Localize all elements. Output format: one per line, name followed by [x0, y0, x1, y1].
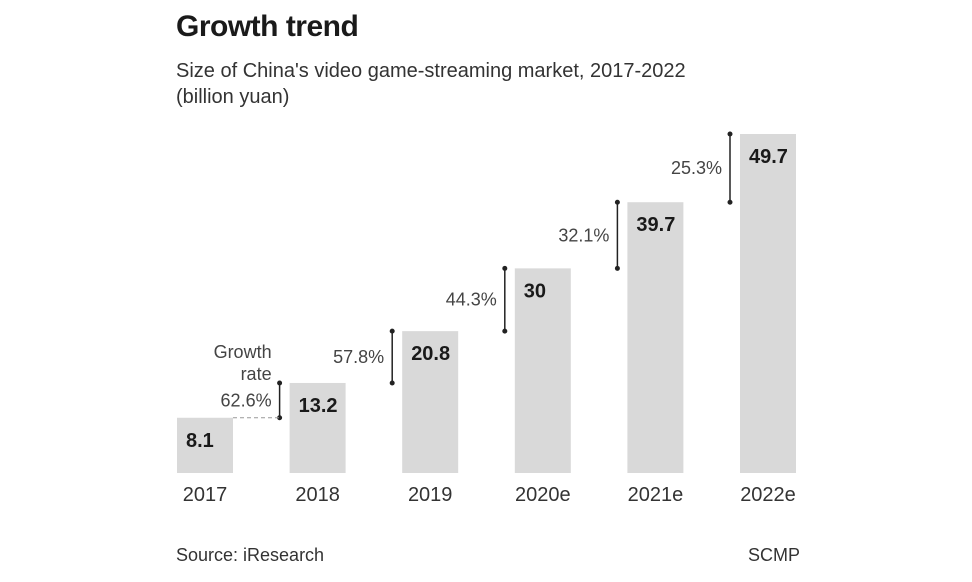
growth-rate-2022e: 25.3%: [671, 158, 722, 178]
growth-bracket-top-2022e: [727, 131, 733, 137]
credit-note: SCMP: [747, 545, 800, 565]
value-label-2017: 8.1: [186, 430, 214, 452]
growth-rate-2018: 62.6%: [221, 390, 272, 410]
value-label-2019: 20.8: [411, 343, 450, 365]
growth-bracket-bottom-2019: [389, 380, 395, 386]
growth-bracket-top-2021e: [614, 199, 620, 205]
bar-2017: [177, 417, 233, 473]
bar-2022e: [740, 134, 796, 473]
growth-bracket-bottom-2021e: [614, 265, 620, 271]
growth-bracket-bottom-2020e: [502, 328, 508, 334]
growth-bracket-top-2019: [389, 328, 395, 334]
growth-bracket-top-2018: [277, 380, 283, 386]
growth-rate-2021e: 32.1%: [558, 225, 609, 245]
subtitle-line-2: (billion yuan): [176, 86, 290, 108]
chart-subtitle: Size of China's video game-streaming mar…: [176, 58, 686, 110]
value-label-2018: 13.2: [299, 395, 338, 417]
bar-2019: [402, 331, 459, 473]
growth-bracket-top-2020e: [502, 265, 508, 271]
value-label-2021e: 39.7: [636, 214, 675, 236]
bar-2018: [289, 382, 346, 473]
growth-rate-2019: 57.8%: [333, 347, 384, 367]
growth-rate-2020e: 44.3%: [446, 290, 497, 310]
x-tick-2018: 2018: [295, 484, 340, 506]
value-label-2022e: 49.7: [749, 146, 788, 168]
source-note: Source: iResearch: [176, 545, 325, 565]
growth-note-line-2: rate: [241, 364, 272, 384]
growth-bracket-bottom-2018: [277, 415, 283, 421]
bar-2020e: [514, 268, 571, 473]
x-tick-2017: 2017: [183, 484, 228, 506]
bar-2021e: [627, 202, 684, 473]
x-tick-2020e: 2020e: [515, 484, 571, 506]
growth-bracket-bottom-2022e: [727, 199, 733, 205]
chart-title: Growth trend: [176, 10, 359, 43]
value-label-2020e: 30: [524, 280, 546, 302]
subtitle-line-1: Size of China's video game-streaming mar…: [176, 60, 686, 82]
growth-note-line-1: Growth: [214, 342, 272, 362]
x-tick-2019: 2019: [408, 484, 453, 506]
x-tick-2021e: 2021e: [628, 484, 684, 506]
x-tick-2022e: 2022e: [740, 484, 796, 506]
